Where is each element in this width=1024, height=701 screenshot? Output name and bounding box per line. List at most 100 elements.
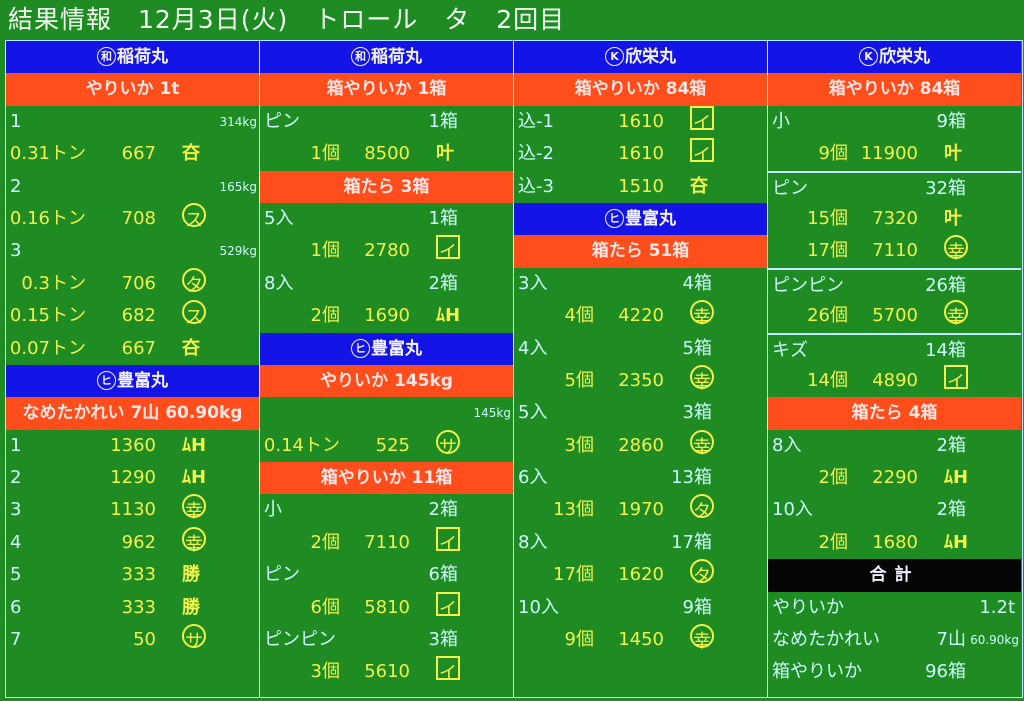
- box-count: 26箱: [925, 274, 966, 296]
- buyer-mark-glyph: 幸: [690, 624, 714, 652]
- buyer-mark-glyph: イ: [436, 591, 460, 620]
- quantity: 1個: [310, 143, 340, 165]
- price: 962: [121, 531, 156, 553]
- price: 11900: [860, 143, 918, 165]
- row-label: 8入: [518, 531, 548, 553]
- quantity: 2個: [310, 531, 340, 553]
- buyer-mark-glyph: 叶: [944, 207, 962, 229]
- weight: 165kg: [219, 179, 257, 194]
- price: 706: [121, 272, 156, 294]
- box-count: 9箱: [682, 596, 712, 618]
- quantity: 17個: [553, 564, 594, 586]
- box-count: 3箱: [428, 629, 458, 651]
- ship-header: K 欣栄丸: [768, 41, 1021, 74]
- row-label: 10入: [772, 499, 813, 521]
- row-label: 小: [772, 110, 790, 132]
- ship-name: 豊富丸: [371, 338, 422, 359]
- row-label: 6: [10, 596, 22, 618]
- quantity: 0.14トン: [263, 434, 340, 456]
- ship-header: K 欣栄丸: [514, 41, 767, 74]
- buyer-mark-glyph: 幸: [690, 429, 714, 458]
- box-count: 2箱: [936, 434, 966, 456]
- price: 2350: [618, 369, 664, 391]
- quantity: 0.16トン: [9, 207, 86, 229]
- row-label: 4入: [518, 337, 548, 359]
- buyer-mark-glyph: イ: [690, 105, 714, 134]
- quantity: 3個: [564, 434, 594, 456]
- weight: 60.90kg: [970, 633, 1019, 648]
- price: 5700: [872, 305, 918, 327]
- buyer-mark-glyph: 夻: [182, 337, 200, 359]
- row-label: やりいか: [772, 596, 844, 618]
- result-row: 込-3 1510 夻: [514, 171, 767, 203]
- buyer-mark-glyph: ス: [182, 300, 206, 328]
- row-label: 5: [10, 564, 22, 586]
- price: 1620: [618, 564, 664, 586]
- buyer-mark-glyph: 幸: [182, 526, 206, 555]
- category-header: 箱やりいか 84箱: [768, 73, 1021, 106]
- buyer-mark-glyph: ﾑH: [436, 305, 461, 327]
- buyer-mark-glyph: イ: [944, 364, 968, 393]
- price: 7320: [872, 207, 918, 229]
- box-count: 2箱: [936, 499, 966, 521]
- price: 667: [121, 143, 156, 165]
- row-label: 2: [10, 175, 22, 197]
- box-count: 96箱: [925, 661, 966, 683]
- row-label: 6入: [518, 467, 548, 489]
- ship-name: 稲荷丸: [117, 47, 168, 67]
- result-row: ピンピン 3箱: [260, 624, 513, 656]
- weight: 145kg: [473, 406, 511, 421]
- row-label: 10入: [518, 596, 559, 618]
- price: 1610: [618, 110, 664, 132]
- category-header: 箱たら 4箱: [768, 397, 1021, 430]
- category-header: 箱やりいか 1箱: [260, 73, 513, 106]
- result-row: 3個 5610 イ: [260, 656, 513, 688]
- buyer-mark-glyph: ﾑH: [944, 467, 969, 489]
- quantity: 4個: [564, 305, 594, 327]
- ship-header: 和稲荷丸: [6, 41, 259, 74]
- result-row: 15個 7320 叶: [768, 203, 1021, 235]
- result-row: 10入 2箱: [768, 494, 1021, 526]
- price: 50: [133, 629, 156, 651]
- quantity: 0.15トン: [9, 305, 86, 327]
- weight: 529kg: [219, 244, 257, 259]
- result-row: 3入 4箱: [514, 268, 767, 300]
- page-title: 結果情報 12月3日(火) トロール タ 2回目: [8, 5, 566, 34]
- weight: 314kg: [219, 114, 257, 129]
- price: 2290: [872, 467, 918, 489]
- result-row: 9個 11900 叶: [768, 138, 1021, 170]
- row-label: 5入: [264, 207, 294, 229]
- ship-mark-icon: ヒ: [351, 338, 370, 358]
- quantity: 0.3トン: [21, 272, 86, 294]
- price: 1680: [872, 531, 918, 553]
- ship-name: 豊富丸: [625, 208, 676, 229]
- result-row: 3 529kg: [6, 235, 259, 267]
- ship-name: 欣栄丸: [879, 47, 930, 67]
- result-row: 2個 1690 ﾑH: [260, 300, 513, 332]
- category-header: 箱たら 51箱: [514, 235, 767, 268]
- box-count: 1箱: [428, 110, 458, 132]
- price: 2860: [618, 434, 664, 456]
- result-row: 26個 5700 幸: [768, 300, 1021, 332]
- quantity: 6個: [310, 596, 340, 618]
- buyer-mark-glyph: サ: [436, 429, 460, 458]
- buyer-mark-glyph: 勝: [182, 596, 200, 618]
- result-row: 3個 2860 幸: [514, 429, 767, 462]
- price: 7110: [872, 240, 918, 262]
- price: 1970: [618, 499, 664, 521]
- price: 7110: [364, 531, 410, 553]
- row-label: ピン: [772, 177, 808, 199]
- result-row: 2個 7110 イ: [260, 526, 513, 559]
- result-row: 0.3トン 706 タ: [6, 267, 259, 300]
- result-row: 145kg: [260, 397, 513, 429]
- total-value: 1.2t: [979, 596, 1015, 618]
- result-row: 2個 1680 ﾑH: [768, 527, 1021, 559]
- result-row: 4 962 幸: [6, 526, 259, 559]
- ship-mark-icon: 和: [97, 47, 116, 66]
- result-row: 9個 1450 幸: [514, 624, 767, 656]
- row-label: 2: [10, 467, 22, 489]
- quantity: 3個: [310, 661, 340, 683]
- category-header: なめたかれい 7山 60.90kg: [6, 397, 259, 430]
- result-row: 13個 1970 タ: [514, 494, 767, 526]
- board-column: K 欣栄丸 箱やりいか 84箱 込-1 1610 イ込-2 1610 イ込-3 1510 夻ヒ豊富…: [514, 41, 768, 697]
